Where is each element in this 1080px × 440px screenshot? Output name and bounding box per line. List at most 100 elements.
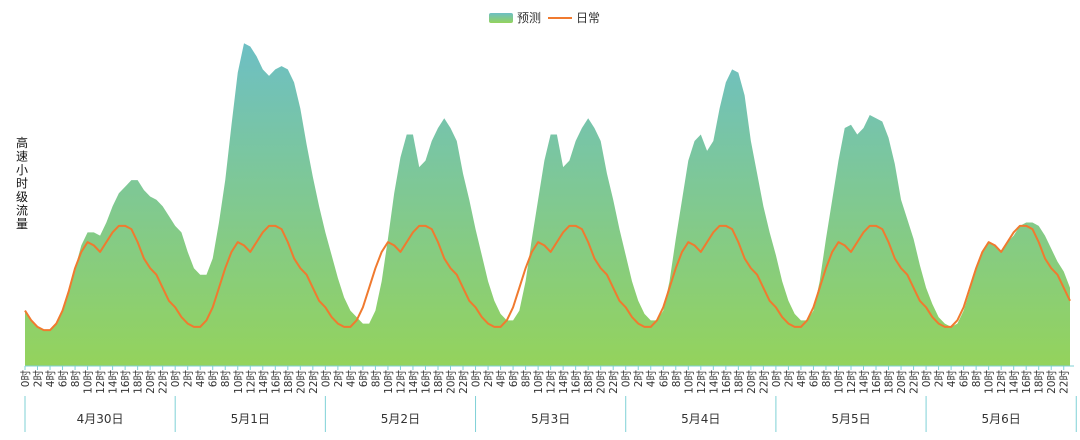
hour-tick-label: 8时	[671, 370, 683, 388]
hour-tick-label: 22时	[1059, 370, 1071, 394]
hour-tick-label: 8时	[821, 370, 833, 388]
hour-tick-label: 20时	[896, 370, 908, 394]
hour-tick-label: 12时	[546, 370, 558, 394]
hour-tick-label: 12时	[95, 370, 107, 394]
hour-tick-label: 0时	[20, 370, 32, 388]
hour-tick-label: 22时	[458, 370, 470, 394]
day-label: 5月2日	[381, 412, 420, 426]
hour-tick-label: 16时	[721, 370, 733, 394]
hour-tick-label: 8时	[70, 370, 82, 388]
hour-tick-label: 18时	[1034, 370, 1046, 394]
hour-tick-label: 12时	[245, 370, 257, 394]
hour-tick-label: 4时	[646, 370, 658, 388]
hour-tick-label: 16时	[571, 370, 583, 394]
hour-tick-label: 22时	[608, 370, 620, 394]
hour-tick-label: 2时	[183, 370, 195, 388]
hour-tick-label: 2时	[783, 370, 795, 388]
hour-tick-label: 4时	[946, 370, 958, 388]
hour-tick-label: 14时	[258, 370, 270, 394]
hour-tick-label: 4时	[45, 370, 57, 388]
hour-tick-label: 6时	[808, 370, 820, 388]
hour-tick-label: 4时	[796, 370, 808, 388]
hour-tick-label: 14时	[108, 370, 120, 394]
hour-tick-label: 0时	[621, 370, 633, 388]
hour-tick-label: 14时	[408, 370, 420, 394]
hour-tick-label: 12时	[846, 370, 858, 394]
hour-tick-label: 14时	[1009, 370, 1021, 394]
y-axis-label-char: 流	[16, 204, 28, 218]
hour-tick-label: 12时	[696, 370, 708, 394]
hour-tick-label: 14时	[859, 370, 871, 394]
hour-tick-label: 22时	[158, 370, 170, 394]
hour-tick-label: 18时	[733, 370, 745, 394]
day-label: 5月6日	[982, 412, 1021, 426]
hour-tick-label: 20时	[1046, 370, 1058, 394]
hour-tick-label: 16时	[871, 370, 883, 394]
hour-tick-label: 10时	[683, 370, 695, 394]
hour-tick-label: 18时	[283, 370, 295, 394]
hour-tick-label: 2时	[333, 370, 345, 388]
hour-tick-label: 22时	[909, 370, 921, 394]
hour-tick-label: 6时	[58, 370, 70, 388]
hour-tick-label: 18时	[884, 370, 896, 394]
hour-tick-label: 16时	[120, 370, 132, 394]
hour-tick-label: 0时	[921, 370, 933, 388]
hour-tick-label: 20时	[446, 370, 458, 394]
hour-tick-label: 16时	[1021, 370, 1033, 394]
hour-tick-label: 4时	[195, 370, 207, 388]
series-forecast-area	[25, 43, 1070, 366]
y-axis-label-char: 速	[16, 150, 28, 164]
hour-tick-label: 0时	[771, 370, 783, 388]
day-label: 5月5日	[831, 412, 870, 426]
hour-tick-label: 16时	[420, 370, 432, 394]
day-label: 5月3日	[531, 412, 570, 426]
hour-tick-label: 18时	[583, 370, 595, 394]
y-axis-label-char: 高	[16, 135, 28, 150]
hour-tick-label: 10时	[533, 370, 545, 394]
legend-forecast-swatch[interactable]	[489, 13, 513, 23]
hour-tick-label: 0时	[170, 370, 182, 388]
hour-tick-label: 20时	[746, 370, 758, 394]
hour-tick-label: 10时	[233, 370, 245, 394]
hour-tick-label: 14时	[558, 370, 570, 394]
hour-tick-label: 2时	[633, 370, 645, 388]
hour-tick-label: 22时	[308, 370, 320, 394]
hour-tick-label: 2时	[934, 370, 946, 388]
hour-tick-label: 8时	[370, 370, 382, 388]
day-label: 4月30日	[77, 412, 124, 426]
hour-tick-label: 10时	[383, 370, 395, 394]
hour-tick-label: 10时	[833, 370, 845, 394]
day-label: 5月1日	[231, 412, 270, 426]
y-axis-label-char: 小	[16, 163, 28, 177]
hour-tick-label: 6时	[508, 370, 520, 388]
hour-tick-label: 0时	[471, 370, 483, 388]
hour-tick-label: 6时	[208, 370, 220, 388]
y-axis-label-char: 时	[16, 177, 28, 191]
y-axis-label-char: 量	[16, 217, 28, 231]
hour-tick-label: 4时	[496, 370, 508, 388]
legend-forecast-label[interactable]: 预测	[517, 11, 541, 25]
hour-tick-label: 20时	[145, 370, 157, 394]
legend[interactable]: 预测 日常	[489, 11, 600, 25]
hour-tick-label: 4时	[345, 370, 357, 388]
hour-tick-label: 12时	[395, 370, 407, 394]
hour-tick-label: 2时	[33, 370, 45, 388]
hour-tick-label: 2时	[483, 370, 495, 388]
hour-tick-label: 18时	[433, 370, 445, 394]
day-label: 5月4日	[681, 412, 720, 426]
series-daily-line	[24, 224, 1071, 332]
hour-tick-label: 10时	[984, 370, 996, 394]
hour-tick-label: 8时	[220, 370, 232, 388]
hour-tick-label: 0时	[320, 370, 332, 388]
hour-tick-label: 14时	[708, 370, 720, 394]
hour-tick-label: 8时	[521, 370, 533, 388]
legend-daily-label[interactable]: 日常	[576, 11, 600, 25]
hour-tick-label: 10时	[83, 370, 95, 394]
hour-tick-label: 6时	[658, 370, 670, 388]
hour-tick-label: 18时	[133, 370, 145, 394]
hour-tick-label: 6时	[959, 370, 971, 388]
hour-tick-label: 20时	[596, 370, 608, 394]
hour-tick-label: 6时	[358, 370, 370, 388]
hour-tick-label: 20时	[295, 370, 307, 394]
